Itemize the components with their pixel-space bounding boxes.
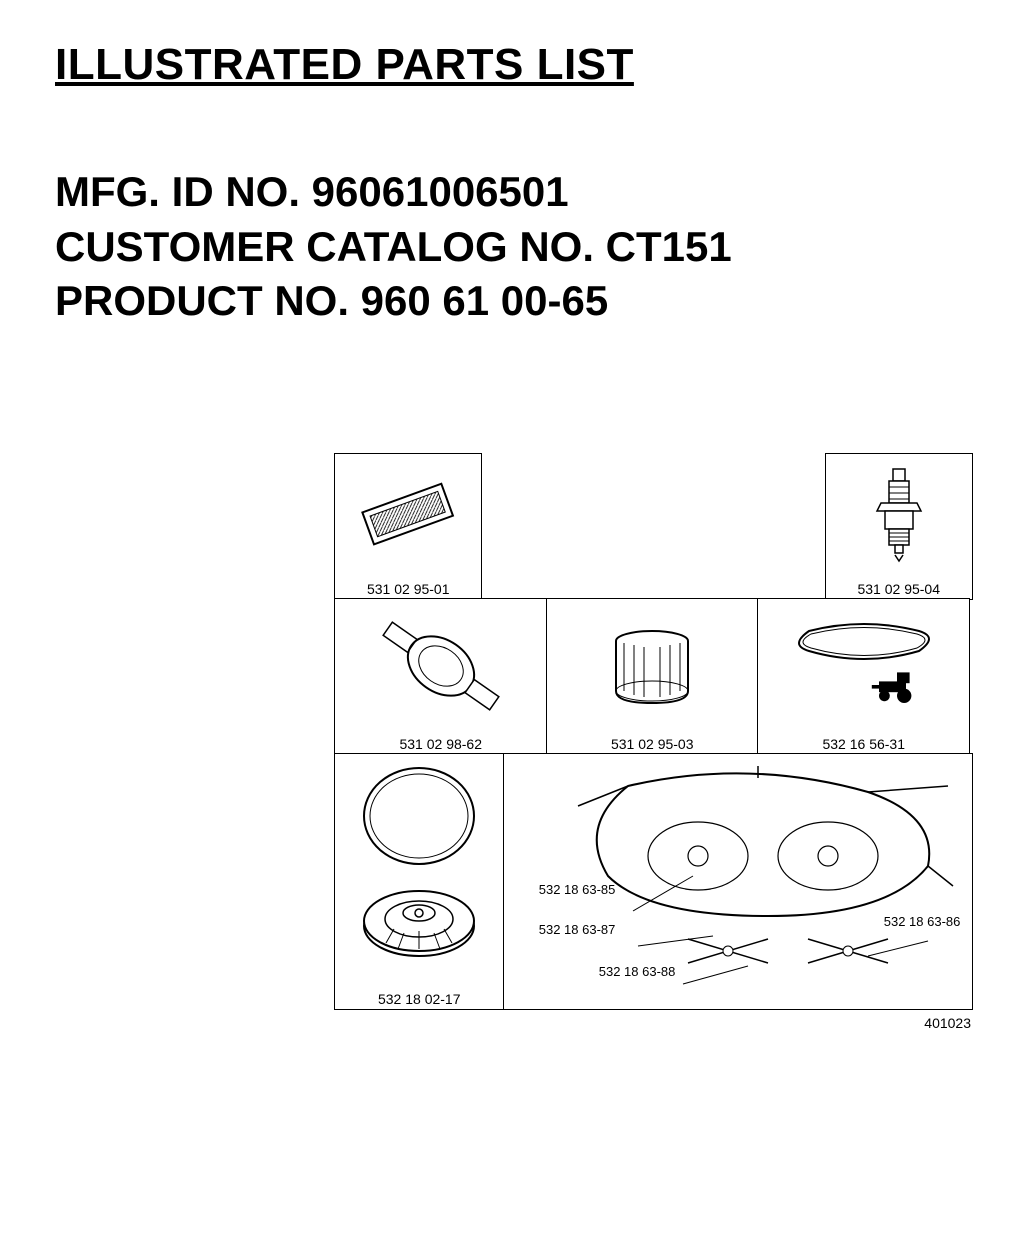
oil-filter-icon — [592, 611, 712, 721]
drive-belt-icon — [779, 611, 949, 721]
product-label: PRODUCT NO. — [55, 277, 349, 324]
deck-label-c: 532 18 63-88 — [599, 964, 676, 979]
deck-belt-pulley-icon — [344, 761, 494, 981]
mfg-id-line: MFG. ID NO. 96061006501 — [55, 165, 969, 220]
deck-label-b: 532 18 63-87 — [539, 922, 616, 937]
air-filter-icon — [348, 473, 468, 558]
page-title: ILLUSTRATED PARTS LIST — [55, 40, 969, 90]
mfg-value: 96061006501 — [312, 168, 569, 215]
part-number-label: 531 02 95-03 — [547, 733, 758, 754]
part-cell-mower-deck: 532 18 63-85 532 18 63-87 532 18 63-88 5… — [503, 753, 973, 1010]
spark-plug-icon — [859, 463, 939, 568]
parts-grid: 531 02 95-01 — [335, 454, 975, 1031]
part-cell-spark-plug: 531 02 95-04 — [825, 453, 973, 600]
part-cell-deck-belt-pulley: 532 18 02-17 — [334, 753, 504, 1010]
part-cell-air-filter: 531 02 95-01 — [334, 453, 482, 600]
fuel-filter-icon — [356, 611, 526, 721]
catalog-line: CUSTOMER CATALOG NO. CT151 — [55, 220, 969, 275]
deck-label-a: 532 18 63-85 — [539, 882, 616, 897]
part-cell-drive-belt: 532 16 56-31 — [757, 598, 970, 755]
part-number-label: 531 02 95-04 — [826, 578, 972, 599]
part-number-label: 532 16 56-31 — [758, 733, 969, 754]
footer-code: 401023 — [335, 1015, 975, 1031]
part-cell-fuel-filter: 531 02 98-62 — [334, 598, 547, 755]
catalog-label: CUSTOMER CATALOG NO. — [55, 223, 594, 270]
part-number-label: 531 02 98-62 — [335, 733, 546, 754]
part-number-label: 531 02 95-01 — [335, 578, 481, 599]
product-line: PRODUCT NO. 960 61 00-65 — [55, 274, 969, 329]
catalog-value: CT151 — [606, 223, 732, 270]
part-number-label: 532 18 02-17 — [335, 988, 503, 1009]
part-cell-oil-filter: 531 02 95-03 — [546, 598, 759, 755]
deck-label-d: 532 18 63-86 — [884, 914, 961, 929]
mfg-label: MFG. ID NO. — [55, 168, 300, 215]
product-value: 960 61 00-65 — [361, 277, 609, 324]
